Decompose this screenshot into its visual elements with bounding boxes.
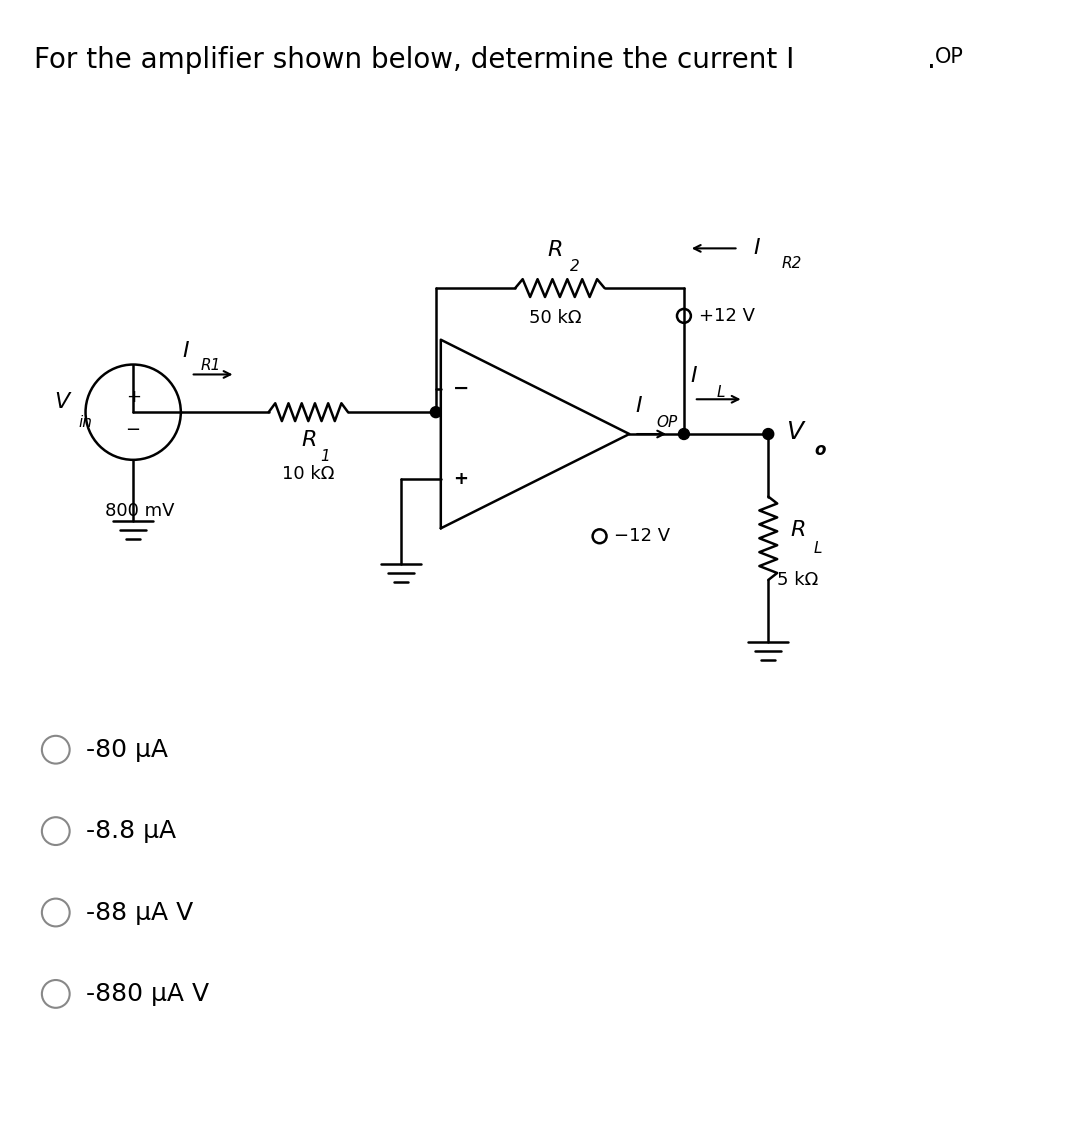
Text: $V$: $V$ (54, 392, 73, 413)
Text: −: − (125, 421, 141, 439)
Text: $I$: $I$ (182, 340, 190, 361)
Text: +: + (125, 388, 141, 407)
Text: 1: 1 (320, 449, 330, 464)
Text: 10 kΩ: 10 kΩ (282, 465, 335, 482)
Text: +: + (453, 470, 468, 488)
Text: -88 μA V: -88 μA V (85, 901, 193, 925)
Text: OP: OP (935, 47, 964, 66)
Text: OP: OP (656, 415, 678, 430)
Text: $I$: $I$ (635, 397, 643, 416)
Circle shape (678, 429, 689, 439)
Text: .: . (928, 46, 936, 73)
Text: −: − (452, 379, 469, 399)
Text: o: o (814, 441, 825, 458)
Text: $R$: $R$ (301, 430, 316, 450)
Text: 5 kΩ: 5 kΩ (777, 571, 819, 589)
Text: $R$: $R$ (547, 241, 562, 260)
Text: in: in (78, 415, 93, 430)
Text: $I$: $I$ (690, 367, 698, 386)
Text: +12 V: +12 V (699, 307, 754, 324)
Text: L: L (716, 385, 725, 400)
Text: -80 μA: -80 μA (85, 738, 168, 762)
Text: For the amplifier shown below, determine the current I: For the amplifier shown below, determine… (34, 46, 795, 73)
Text: $I$: $I$ (753, 238, 761, 258)
Text: $R$: $R$ (790, 520, 806, 540)
Circle shape (431, 407, 441, 417)
Text: L: L (813, 541, 822, 556)
Text: R2: R2 (782, 256, 801, 270)
Circle shape (763, 429, 774, 439)
Text: -880 μA V: -880 μA V (85, 982, 208, 1006)
Text: 2: 2 (570, 259, 580, 274)
Text: 50 kΩ: 50 kΩ (529, 309, 581, 327)
Text: 800 mV: 800 mV (106, 502, 174, 519)
Text: -8.8 μA: -8.8 μA (85, 819, 175, 843)
Text: −12 V: −12 V (615, 527, 670, 545)
Text: R1: R1 (201, 358, 221, 372)
Text: $V$: $V$ (786, 421, 807, 444)
